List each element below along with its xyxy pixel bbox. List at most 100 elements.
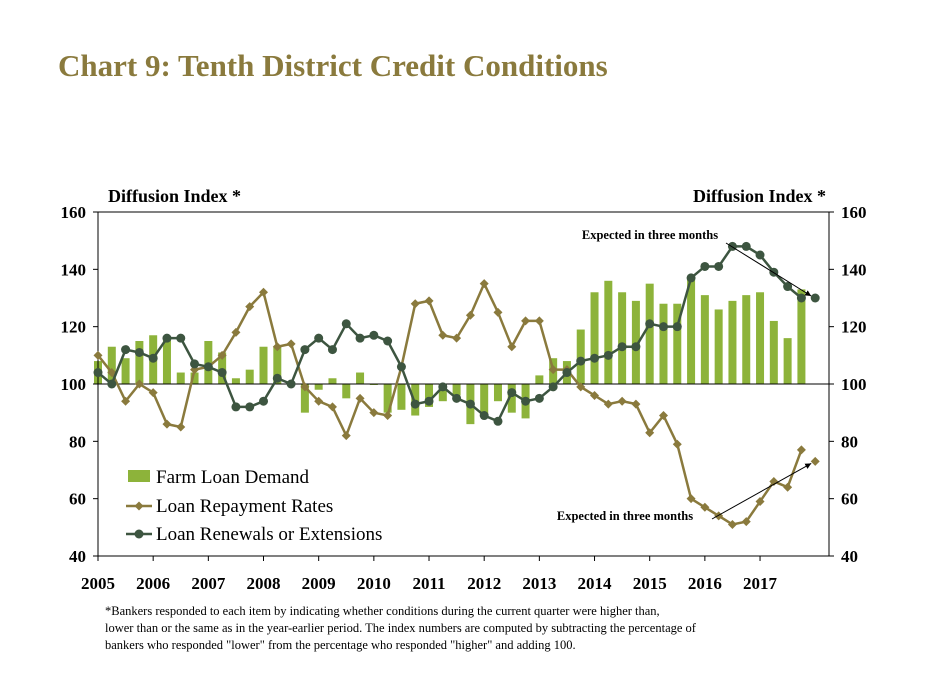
loan-renewals-point: [783, 282, 793, 292]
loan-renewals-point: [148, 353, 158, 363]
loan-renewals-point: [231, 402, 241, 412]
bar: [273, 346, 282, 384]
loan-repayment-rates-point: [727, 519, 737, 529]
annotation-repayment-expected: Expected in three months: [557, 509, 693, 523]
loan-renewals-point: [810, 293, 820, 303]
loan-repayment-rates-point: [783, 482, 793, 492]
loan-renewals-point: [327, 345, 337, 355]
loan-repayment-rates-point: [438, 330, 448, 340]
loan-renewals-point: [590, 353, 600, 363]
annotation-renewals-expected: Expected in three months: [582, 228, 718, 242]
loan-repayment-rates-point: [645, 428, 655, 438]
loan-repayment-rates-point: [507, 342, 517, 352]
loan-repayment-rates-point: [410, 299, 420, 309]
loan-renewals-point: [438, 382, 448, 392]
bar: [314, 384, 323, 390]
annotation-arrow: [725, 242, 812, 297]
loan-repayment-rates-point: [576, 382, 586, 392]
loan-repayment-rates-point: [286, 339, 296, 349]
loan-renewals-point: [217, 368, 227, 378]
footnote: *Bankers responded to each item by indic…: [105, 603, 865, 654]
loan-repayment-rates-point: [714, 511, 724, 521]
loan-repayment-rates-point: [245, 302, 255, 312]
legend-marker: [134, 529, 144, 539]
loan-repayment-rates-point: [810, 456, 820, 466]
loan-renewals-point: [286, 379, 296, 389]
axes: 40 40 60 60 80 80 100 100 120 120 140 140 160 160 2005…: [61, 203, 867, 593]
loan-renewals-point: [314, 333, 324, 343]
y-tick-label-right: 80: [841, 432, 858, 451]
legend: Farm Loan Demand Loan Repayment Rates Loan…: [126, 467, 382, 545]
y-tick-label-right: 60: [841, 490, 858, 509]
legend-label: Loan Repayment Rates: [156, 496, 333, 517]
x-tick-label: 2008: [247, 574, 281, 593]
loan-renewals-point: [714, 261, 724, 271]
loan-repayment-rates-point: [272, 342, 282, 352]
loan-repayment-rates-point: [424, 296, 434, 306]
loan-repayment-rates-point: [148, 388, 158, 398]
loan-repayment-rates-point: [327, 402, 337, 412]
legend-marker: [134, 501, 144, 511]
legend-label: Loan Renewals or Extensions: [156, 524, 382, 545]
loan-repayment-rates-point: [548, 365, 558, 375]
legend-swatch-farm-loan-demand: [128, 470, 150, 482]
loan-renewals-point: [658, 322, 668, 332]
loan-renewals-point: [493, 416, 503, 426]
bar: [756, 292, 765, 384]
loan-repayment-rates-point: [686, 494, 696, 504]
loan-renewals-point: [396, 362, 406, 372]
loan-repayment-rates-point: [479, 279, 489, 289]
x-tick-label: 2017: [743, 574, 778, 593]
loan-renewals-point: [755, 250, 765, 260]
loan-renewals-point: [562, 368, 572, 378]
loan-repayment-rates-point: [741, 517, 751, 527]
bar: [328, 378, 337, 384]
y-tick-label-right: 120: [841, 318, 867, 337]
loan-repayment-rates-point: [162, 419, 172, 429]
loan-renewals-point: [796, 293, 806, 303]
loan-renewals-point: [410, 399, 420, 409]
loan-renewals-point: [383, 336, 393, 346]
loan-repayment-rates-point: [355, 393, 365, 403]
bar: [452, 384, 461, 396]
loan-renewals-point: [672, 322, 682, 332]
series-lines: [93, 241, 820, 529]
y-tick-label-right: 40: [841, 547, 858, 566]
annotations: Expected in three months Expected in thre…: [557, 228, 812, 523]
bar: [604, 280, 613, 384]
loan-renewals-point: [452, 393, 462, 403]
bar: [700, 295, 709, 384]
bar: [425, 384, 434, 407]
loan-renewals-point: [355, 333, 365, 343]
loan-repayment-rates-point: [700, 502, 710, 512]
loan-repayment-rates-point: [590, 390, 600, 400]
loan-repayment-rates-point: [217, 350, 227, 360]
loan-renewals-point: [203, 362, 213, 372]
loan-renewals-point: [534, 393, 544, 403]
loan-renewals-point: [686, 273, 696, 283]
bar: [231, 378, 240, 384]
loan-renewals-point: [134, 347, 144, 357]
x-tick-label: 2005: [81, 574, 115, 593]
annotation-arrow: [711, 462, 812, 520]
y-tick-label-left: 100: [61, 375, 87, 394]
x-tick-label: 2012: [467, 574, 501, 593]
loan-repayment-rates-point: [769, 476, 779, 486]
bar: [259, 346, 268, 384]
loan-renewals-point: [245, 402, 255, 412]
loan-repayment-rates-line: [97, 280, 803, 526]
loan-renewals-point: [741, 241, 751, 251]
bar: [383, 384, 392, 413]
loan-renewals-point: [479, 411, 489, 421]
loan-repayment-rates-point: [383, 411, 393, 421]
bar: [769, 320, 778, 384]
y-tick-label-right: 140: [841, 260, 867, 279]
loan-renewals-point: [369, 330, 379, 340]
y-tick-label-left: 120: [61, 318, 87, 337]
x-tick-label: 2007: [191, 574, 226, 593]
x-tick-label: 2011: [412, 574, 445, 593]
bar: [342, 384, 351, 399]
loan-repayment-rates-point: [603, 399, 613, 409]
x-tick-label: 2013: [522, 574, 556, 593]
loan-repayment-rates-point: [672, 439, 682, 449]
